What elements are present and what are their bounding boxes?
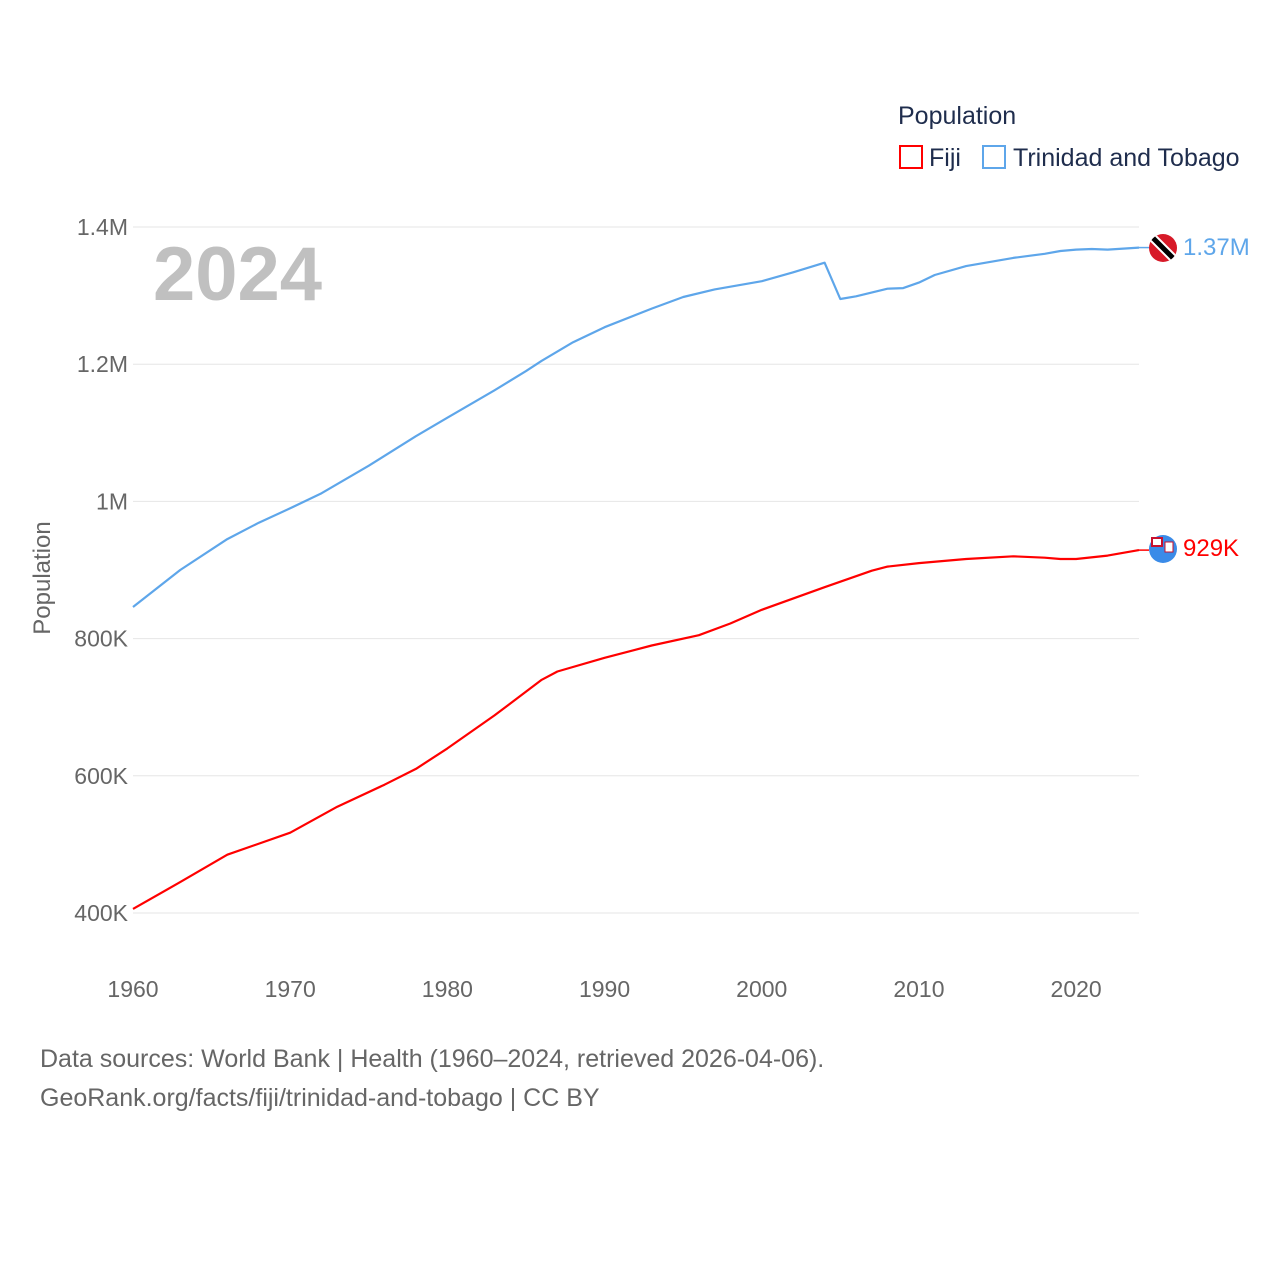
x-tick-label: 1960: [107, 976, 158, 1002]
y-tick-label: 1M: [96, 488, 128, 514]
legend-label-fiji: Fiji: [929, 144, 961, 172]
series-line-trinidad-and-tobago: [132, 246, 1140, 608]
year-label: 2024: [153, 232, 322, 317]
y-tick-label: 600K: [74, 763, 128, 789]
y-tick-label: 400K: [74, 900, 128, 926]
y-tick-label: 1.2M: [77, 351, 128, 377]
x-tick-label: 2020: [1051, 976, 1102, 1002]
y-axis-label: Population: [29, 521, 56, 634]
end-label-trinidad: 1.37M: [1183, 234, 1250, 261]
y-tick-label: 800K: [74, 626, 128, 652]
source-text: Data sources: World Bank | Health (1960–…: [40, 1045, 825, 1073]
x-tick-label: 2000: [736, 976, 787, 1002]
legend-swatch-trinidad: [982, 145, 1006, 169]
series-line-fiji: [132, 549, 1140, 910]
legend-title: Population: [898, 102, 1016, 130]
x-tick-label: 2010: [893, 976, 944, 1002]
legend-item-fiji[interactable]: Fiji: [899, 144, 961, 172]
legend-swatch-fiji: [899, 145, 923, 169]
legend-item-trinidad[interactable]: Trinidad and Tobago: [982, 144, 1240, 172]
end-label-fiji: 929K: [1183, 535, 1239, 562]
x-tick-label: 1990: [579, 976, 630, 1002]
x-tick-label: 1980: [422, 976, 473, 1002]
legend: Population Fiji Trinidad and Tobago: [898, 102, 1240, 172]
trinidad-flag-icon: [1149, 234, 1177, 262]
y-tick-label: 1.4M: [77, 214, 128, 240]
fiji-flag-icon: [1149, 535, 1177, 563]
source-url[interactable]: GeoRank.org/facts/fiji/trinidad-and-toba…: [40, 1084, 600, 1112]
legend-label-trinidad: Trinidad and Tobago: [1013, 144, 1240, 172]
x-tick-label: 1970: [265, 976, 316, 1002]
